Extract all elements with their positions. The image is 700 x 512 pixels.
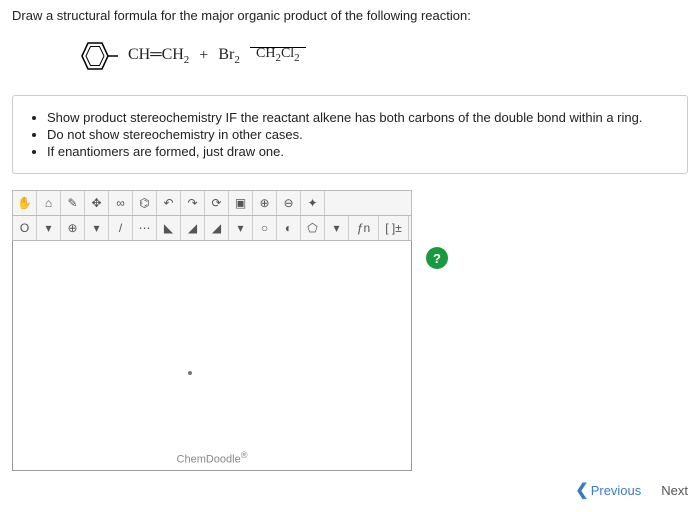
help-button[interactable]: ? xyxy=(426,247,448,269)
undo-icon[interactable]: ↶ xyxy=(157,191,181,215)
charge-button[interactable]: ⊕ xyxy=(61,216,85,240)
element-button[interactable]: O xyxy=(13,216,37,240)
ring-icon[interactable]: ∞ xyxy=(109,191,133,215)
redo-icon[interactable]: ↷ xyxy=(181,191,205,215)
next-button[interactable]: Next xyxy=(661,483,688,498)
bond-button[interactable]: / xyxy=(109,216,133,240)
wedge3-button[interactable]: ◢ xyxy=(205,216,229,240)
dropdown-icon[interactable]: ▾ xyxy=(85,216,109,240)
wedge-button[interactable]: ◣ xyxy=(157,216,181,240)
dropdown-icon[interactable]: ▾ xyxy=(325,216,349,240)
pencil-icon[interactable]: ✎ xyxy=(61,191,85,215)
hand-tool-icon[interactable]: ✋ xyxy=(13,191,37,215)
reagent-formula: Br2 xyxy=(218,46,240,66)
instruction-item: Show product stereochemistry IF the reac… xyxy=(47,110,671,125)
style-icon[interactable]: ✦ xyxy=(301,191,325,215)
brand-label: ChemDoodle® xyxy=(13,450,411,466)
view-icon[interactable]: ▣ xyxy=(229,191,253,215)
circle-button[interactable]: ○ xyxy=(253,216,277,240)
benzene-icon xyxy=(72,35,118,77)
canvas-dot xyxy=(188,371,192,375)
nav-buttons: ❮ Previous Next xyxy=(575,480,688,500)
pentagon-button[interactable]: ⬠ xyxy=(301,216,325,240)
wedge2-button[interactable]: ◢ xyxy=(181,216,205,240)
dropdown-icon[interactable]: ▾ xyxy=(229,216,253,240)
zoom-in-icon[interactable]: ⊕ xyxy=(253,191,277,215)
reactant-formula: CH═CH2 xyxy=(128,46,189,66)
drawing-canvas[interactable]: ChemDoodle® xyxy=(12,241,412,471)
chain-button[interactable]: ⋯ xyxy=(133,216,157,240)
dropdown-icon[interactable]: ▾ xyxy=(37,216,61,240)
reaction-arrow: CH2Cl2 x xyxy=(250,47,306,66)
rotate-icon[interactable]: ⟳ xyxy=(205,191,229,215)
toolbar-row-1: ✋ ⌂ ✎ ✥ ∞ ⌬ ↶ ↷ ⟳ ▣ ⊕ ⊖ ✦ xyxy=(12,190,412,216)
bracket-button[interactable]: [ ]± xyxy=(379,216,409,240)
move-icon[interactable]: ✥ xyxy=(85,191,109,215)
plus-sign: + xyxy=(199,47,208,65)
benzene-tool-icon[interactable]: ⌬ xyxy=(133,191,157,215)
function-button[interactable]: ƒn xyxy=(349,216,379,240)
zoom-out-icon[interactable]: ⊖ xyxy=(277,191,301,215)
instruction-box: Show product stereochemistry IF the reac… xyxy=(12,95,688,174)
instruction-item: If enantiomers are formed, just draw one… xyxy=(47,144,671,159)
toolbar-row-2: O ▾ ⊕ ▾ / ⋯ ◣ ◢ ◢ ▾ ○ ◐ ⬠ ▾ ƒn [ ]± xyxy=(12,216,412,241)
previous-button[interactable]: ❮ Previous xyxy=(575,480,641,500)
half-circle-button[interactable]: ◐ xyxy=(277,216,301,240)
question-text: Draw a structural formula for the major … xyxy=(12,8,688,23)
chevron-left-icon: ❮ xyxy=(575,480,588,500)
reaction-scheme: CH═CH2 + Br2 CH2Cl2 x xyxy=(72,35,688,77)
home-icon[interactable]: ⌂ xyxy=(37,191,61,215)
instruction-item: Do not show stereochemistry in other cas… xyxy=(47,127,671,142)
structure-editor: ✋ ⌂ ✎ ✥ ∞ ⌬ ↶ ↷ ⟳ ▣ ⊕ ⊖ ✦ O ▾ ⊕ ▾ / ⋯ ◣ … xyxy=(12,190,412,471)
